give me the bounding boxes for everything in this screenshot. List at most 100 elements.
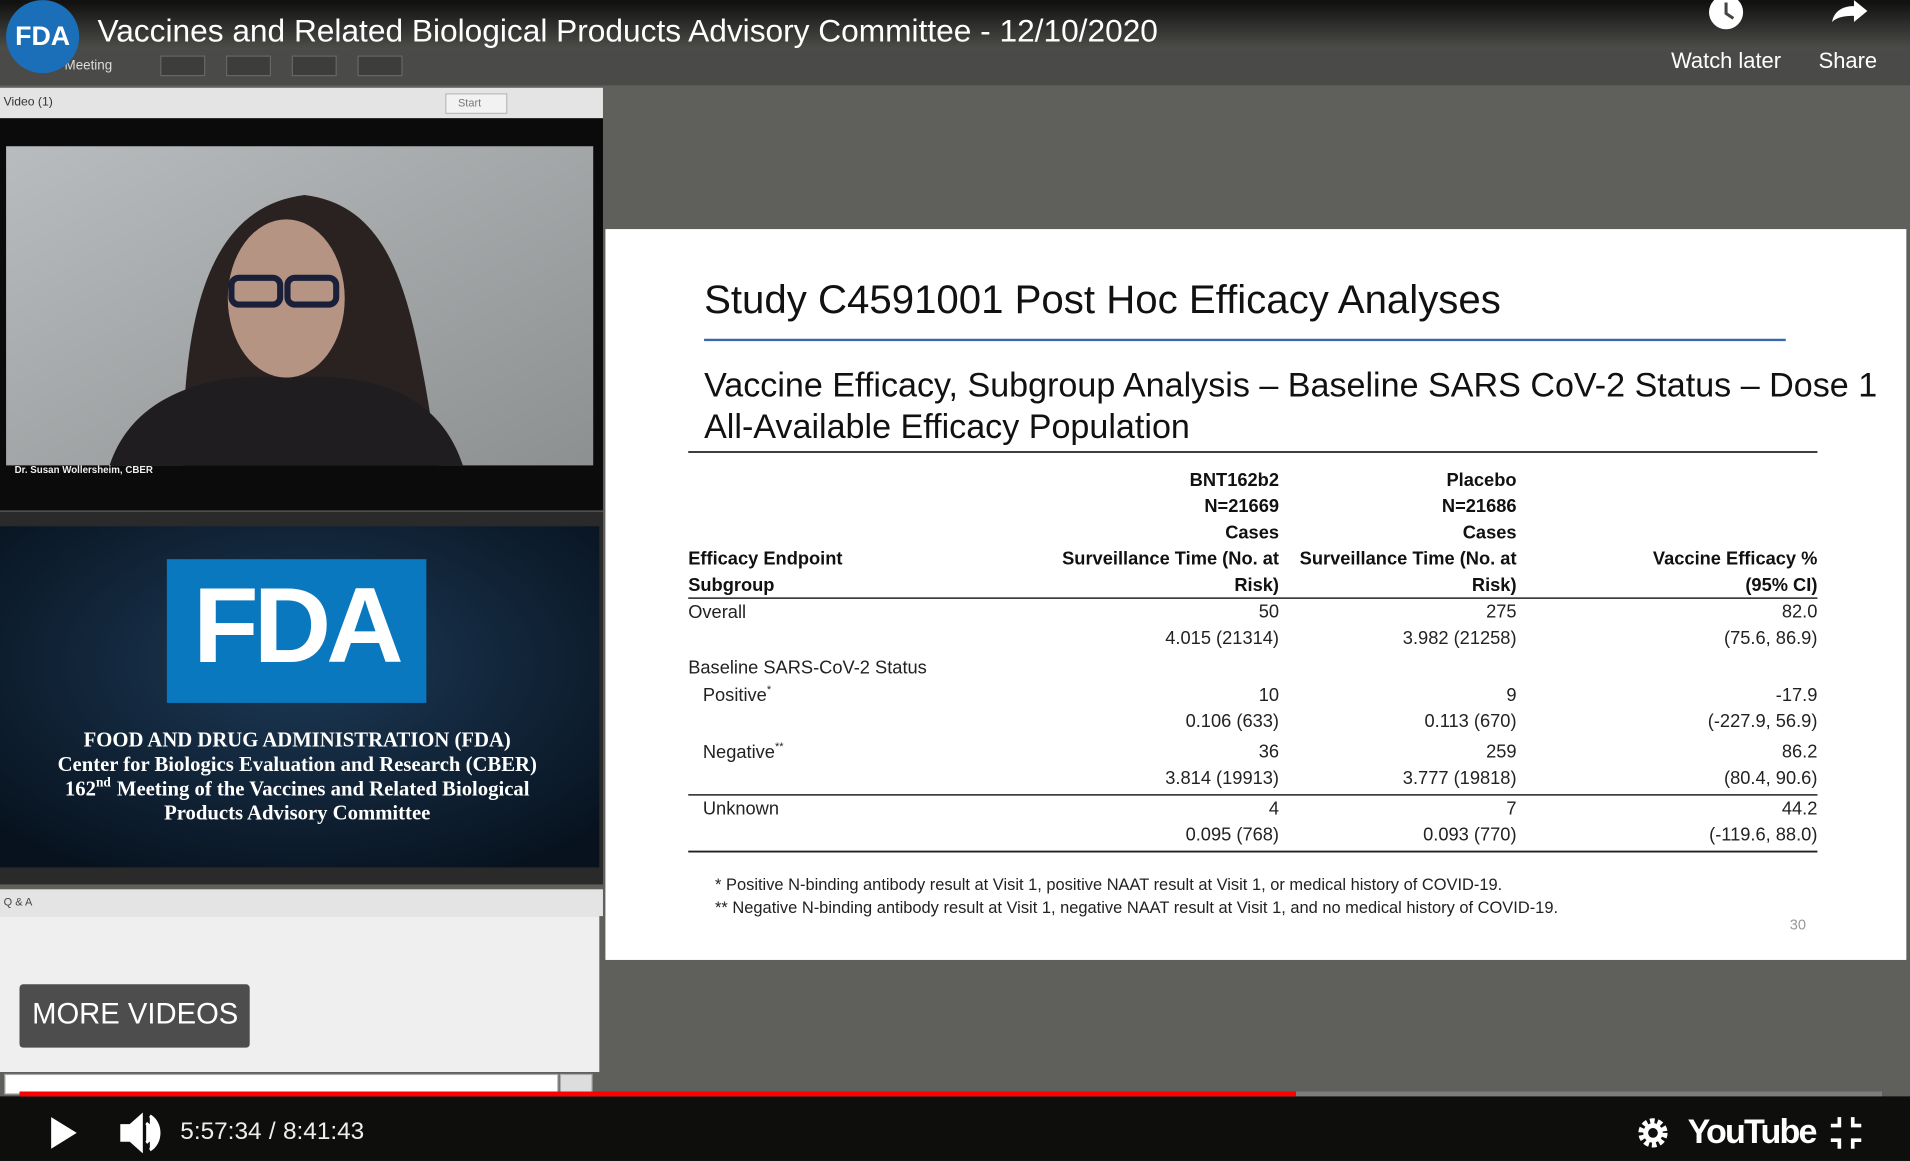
row-label-text: Negative bbox=[703, 741, 775, 762]
slide-title: Study C4591001 Post Hoc Efficacy Analyse… bbox=[704, 277, 1501, 322]
table-header: Risk) bbox=[1234, 574, 1279, 595]
speaker-name: Dr. Susan Wollersheim, CBER bbox=[15, 465, 153, 476]
connect-toolbar bbox=[0, 48, 1910, 86]
video-pod-title: Video (1) bbox=[4, 95, 53, 109]
webcam-body bbox=[109, 376, 463, 466]
webcam-glasses bbox=[284, 274, 340, 308]
footnote: * Positive N-binding antibody result at … bbox=[715, 876, 1502, 894]
start-label: Start bbox=[458, 97, 481, 109]
group-label: Baseline SARS-CoV-2 Status bbox=[688, 657, 927, 678]
table-cell: -17.9 bbox=[1776, 684, 1818, 705]
row-note: * bbox=[767, 684, 772, 696]
banner-superscript: nd bbox=[96, 774, 111, 789]
table-cell: 3.814 (19913) bbox=[1165, 767, 1279, 788]
channel-avatar[interactable] bbox=[6, 0, 80, 74]
toolbar-meeting[interactable]: Meeting bbox=[65, 57, 113, 72]
banner-line: Products Advisory Committee bbox=[164, 803, 430, 825]
share-icon[interactable] bbox=[1832, 0, 1868, 22]
watch-later-icon-hands bbox=[1724, 2, 1735, 20]
table-header: Placebo bbox=[1446, 469, 1516, 490]
table-header: (95% CI) bbox=[1745, 574, 1817, 595]
table-header: Cases bbox=[1225, 521, 1279, 542]
slide-subtitle: Vaccine Efficacy, Subgroup Analysis – Ba… bbox=[704, 366, 1877, 404]
slide bbox=[605, 229, 1907, 960]
table-cell: 4.015 (21314) bbox=[1165, 627, 1279, 648]
table-cell: (-119.6, 88.0) bbox=[1709, 824, 1817, 845]
youtube-logo[interactable]: YouTube bbox=[1688, 1113, 1819, 1151]
table-header: Efficacy Endpoint bbox=[688, 548, 842, 569]
camera-button[interactable] bbox=[291, 55, 337, 77]
time-duration: 8:41:43 bbox=[283, 1118, 364, 1145]
qa-input[interactable] bbox=[4, 1073, 559, 1095]
table-header: N=21669 bbox=[1204, 495, 1279, 516]
table-header: BNT162b2 bbox=[1190, 469, 1279, 490]
table-cell: 4 bbox=[1269, 797, 1279, 818]
row-label-text: Overall bbox=[688, 601, 746, 622]
page-number: 30 bbox=[1790, 918, 1806, 934]
video-title[interactable]: Vaccines and Related Biological Products… bbox=[97, 12, 1157, 48]
title-overlay bbox=[0, 0, 1910, 49]
fullscreen-button[interactable] bbox=[1830, 1117, 1862, 1149]
table-cell: 10 bbox=[1259, 684, 1279, 705]
share[interactable]: Share bbox=[1819, 48, 1877, 73]
table-cell: 275 bbox=[1486, 601, 1516, 622]
banner-line: Center for Biologics Evaluation and Rese… bbox=[58, 754, 537, 776]
row-label-text: Unknown bbox=[703, 797, 779, 818]
time-display: 5:57:34 / 8:41:43 bbox=[180, 1118, 364, 1145]
table-header: Risk) bbox=[1472, 574, 1517, 595]
qa-pod-header bbox=[0, 889, 603, 917]
phone-button[interactable] bbox=[225, 55, 272, 77]
row-label: Unknown bbox=[703, 797, 779, 818]
table-header: Cases bbox=[1463, 521, 1517, 542]
settings-button[interactable] bbox=[1638, 1118, 1668, 1148]
fda-logo: FDA bbox=[193, 565, 401, 685]
table-cell: 0.093 (770) bbox=[1423, 824, 1516, 845]
control-bar bbox=[0, 1096, 1910, 1161]
play-button[interactable] bbox=[51, 1117, 77, 1149]
table: Efficacy Endpoint Subgroup BNT162b2 N=21669… bbox=[688, 469, 1818, 853]
time-separator: / bbox=[269, 1118, 276, 1145]
banner-text: Meeting of the Vaccines and Related Biol… bbox=[117, 778, 530, 800]
table-cell: (80.4, 90.6) bbox=[1724, 767, 1817, 788]
video-pod-header bbox=[0, 87, 603, 119]
slide-subtitle: All-Available Efficacy Population bbox=[704, 408, 1190, 446]
table-header: Subgroup bbox=[688, 574, 774, 595]
table-cell: 86.2 bbox=[1782, 741, 1818, 762]
channel-name: FDA bbox=[15, 21, 70, 51]
share-button-connect[interactable] bbox=[357, 55, 403, 77]
qa-send[interactable] bbox=[559, 1073, 593, 1095]
table-cell: (75.6, 86.9) bbox=[1724, 627, 1817, 648]
table-cell: 7 bbox=[1506, 797, 1516, 818]
settings-button-core bbox=[1643, 1123, 1663, 1143]
table-cell: 82.0 bbox=[1782, 601, 1818, 622]
table-cell: 0.113 (670) bbox=[1424, 710, 1516, 731]
progress-played bbox=[19, 1091, 1296, 1097]
row-label: Negative** bbox=[703, 741, 784, 762]
volume-button[interactable] bbox=[120, 1112, 161, 1154]
table-header: Surveillance Time (No. at bbox=[1062, 548, 1279, 569]
banner-number: 162 bbox=[65, 778, 96, 800]
table-cell: 3.777 (19818) bbox=[1403, 767, 1517, 788]
table-cell: (-227.9, 56.9) bbox=[1708, 710, 1818, 731]
table-cell: 3.982 (21258) bbox=[1403, 627, 1517, 648]
table-cell: 0.106 (633) bbox=[1186, 710, 1279, 731]
table-cell: 44.2 bbox=[1782, 797, 1818, 818]
table-cell: 259 bbox=[1486, 741, 1516, 762]
banner-line: FOOD AND DRUG ADMINISTRATION (FDA) bbox=[84, 730, 511, 752]
table-cell: 50 bbox=[1259, 601, 1279, 622]
time-elapsed: 5:57:34 bbox=[180, 1118, 261, 1145]
row-label: Overall bbox=[688, 601, 746, 622]
row-note: ** bbox=[775, 741, 784, 753]
start-button[interactable] bbox=[445, 93, 508, 114]
watch-later[interactable]: Watch later bbox=[1671, 48, 1781, 73]
qa-pod-title: Q & A bbox=[4, 897, 33, 909]
webcam-glasses bbox=[228, 274, 284, 308]
fda-logo-box bbox=[166, 559, 427, 703]
more-videos-label: MORE VIDEOS bbox=[32, 999, 238, 1031]
audio-button[interactable] bbox=[160, 55, 206, 77]
more-videos-button[interactable] bbox=[19, 984, 250, 1048]
table-cell: 36 bbox=[1259, 741, 1279, 762]
table-header: Vaccine Efficacy % bbox=[1653, 548, 1818, 569]
